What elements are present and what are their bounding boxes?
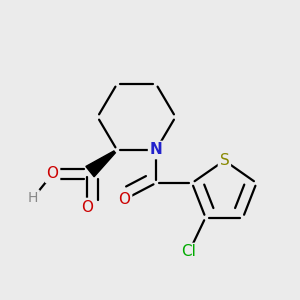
Text: Cl: Cl bbox=[182, 244, 196, 260]
Text: S: S bbox=[220, 153, 229, 168]
Polygon shape bbox=[86, 151, 115, 177]
Text: N: N bbox=[150, 142, 162, 158]
Text: O: O bbox=[81, 200, 93, 214]
Text: H: H bbox=[28, 191, 38, 205]
Text: O: O bbox=[46, 167, 58, 182]
Text: O: O bbox=[118, 192, 130, 207]
